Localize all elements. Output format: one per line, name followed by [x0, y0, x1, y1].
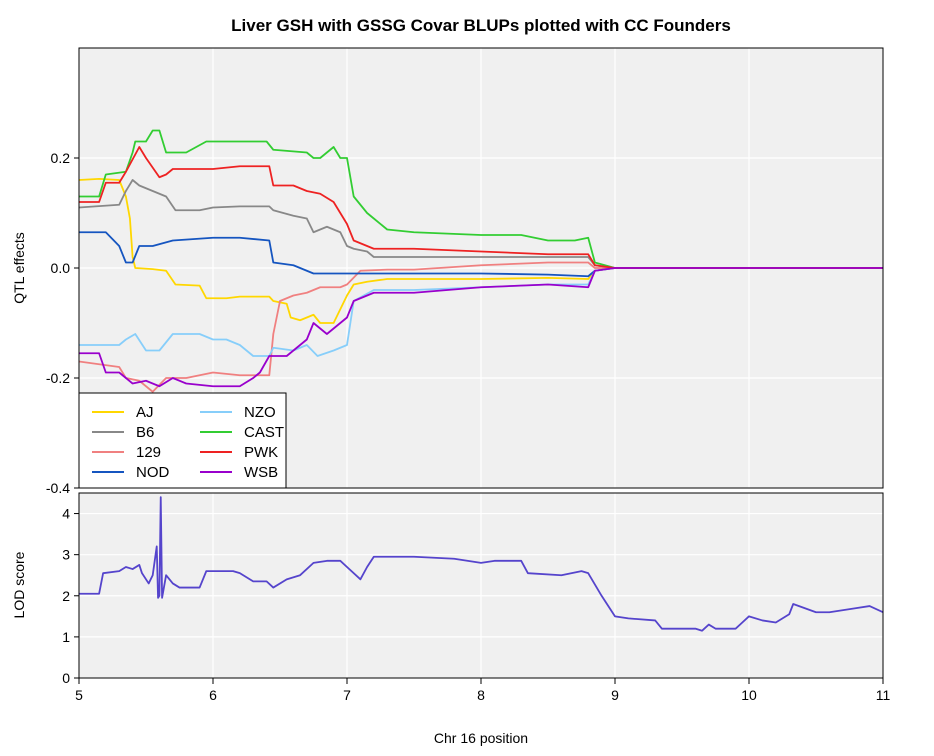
- series-line-cast: [79, 129, 883, 269]
- legend-item-cast: CAST: [200, 424, 284, 441]
- series-line-wsb: [79, 267, 883, 388]
- x-tick-label: 6: [209, 687, 217, 703]
- series-line-aj: [79, 178, 883, 324]
- x-tick-label: 11: [876, 687, 891, 703]
- effects-panel-lines: [79, 129, 883, 393]
- lod-y-tick-label: 0: [62, 670, 70, 686]
- lod-y-tick-label: 1: [62, 629, 70, 645]
- lod-y-tick-label: 3: [62, 547, 70, 563]
- effects-panel-border: [78, 47, 884, 489]
- legend-item-nzo: NZO: [200, 404, 276, 421]
- legend-label: 129: [136, 444, 161, 461]
- legend-item-b6: B6: [92, 424, 154, 441]
- series-line-lod: [79, 496, 883, 632]
- legend-label: CAST: [244, 424, 284, 441]
- series-line-b6: [79, 179, 883, 269]
- x-tick-label: 9: [611, 687, 619, 703]
- x-tick-label: 7: [343, 687, 351, 703]
- effects-y-tick-label: 0.0: [51, 260, 71, 276]
- series-line-nod: [79, 231, 883, 278]
- legend-item-129: 129: [92, 444, 161, 461]
- effects-y-tick-label: 0.2: [51, 150, 71, 166]
- legend-item-wsb: WSB: [200, 464, 278, 481]
- lod-panel-lines: [79, 496, 883, 632]
- x-tick-label: 5: [75, 687, 83, 703]
- legend-label: PWK: [244, 444, 278, 461]
- legend-label: NOD: [136, 464, 170, 481]
- legend-label: B6: [136, 424, 154, 441]
- x-axis-ticks: 5 6 7 8 9 10 11: [75, 678, 890, 703]
- series-line-pwk: [79, 146, 883, 269]
- effects-y-tick-label: -0.4: [46, 480, 70, 496]
- legend-label: AJ: [136, 404, 154, 421]
- lod-y-tick-label: 4: [62, 506, 70, 522]
- effects-y-axis-label: QTL effects: [11, 232, 27, 304]
- legend-label: NZO: [244, 404, 276, 421]
- lod-y-axis-label: LOD score: [11, 551, 27, 618]
- legend-item-nod: NOD: [92, 464, 170, 481]
- chart-title: Liver GSH with GSSG Covar BLUPs plotted …: [231, 16, 731, 35]
- series-line-129: [79, 261, 883, 393]
- lod-panel-y-ticks: 0 1 2 3 4: [62, 506, 79, 686]
- legend: AJ B6 129 NOD NZO CAST PWK WSB: [78, 392, 287, 489]
- x-axis-label: Chr 16 position: [434, 730, 528, 746]
- effects-y-tick-label: -0.2: [46, 370, 70, 386]
- effects-panel-y-ticks: -0.4 -0.2 0.0 0.2: [46, 150, 79, 496]
- lod-y-tick-label: 2: [62, 588, 70, 604]
- x-tick-label: 8: [477, 687, 485, 703]
- legend-label: WSB: [244, 464, 278, 481]
- x-tick-label: 10: [741, 687, 757, 703]
- legend-item-aj: AJ: [92, 404, 154, 421]
- legend-item-pwk: PWK: [200, 444, 278, 461]
